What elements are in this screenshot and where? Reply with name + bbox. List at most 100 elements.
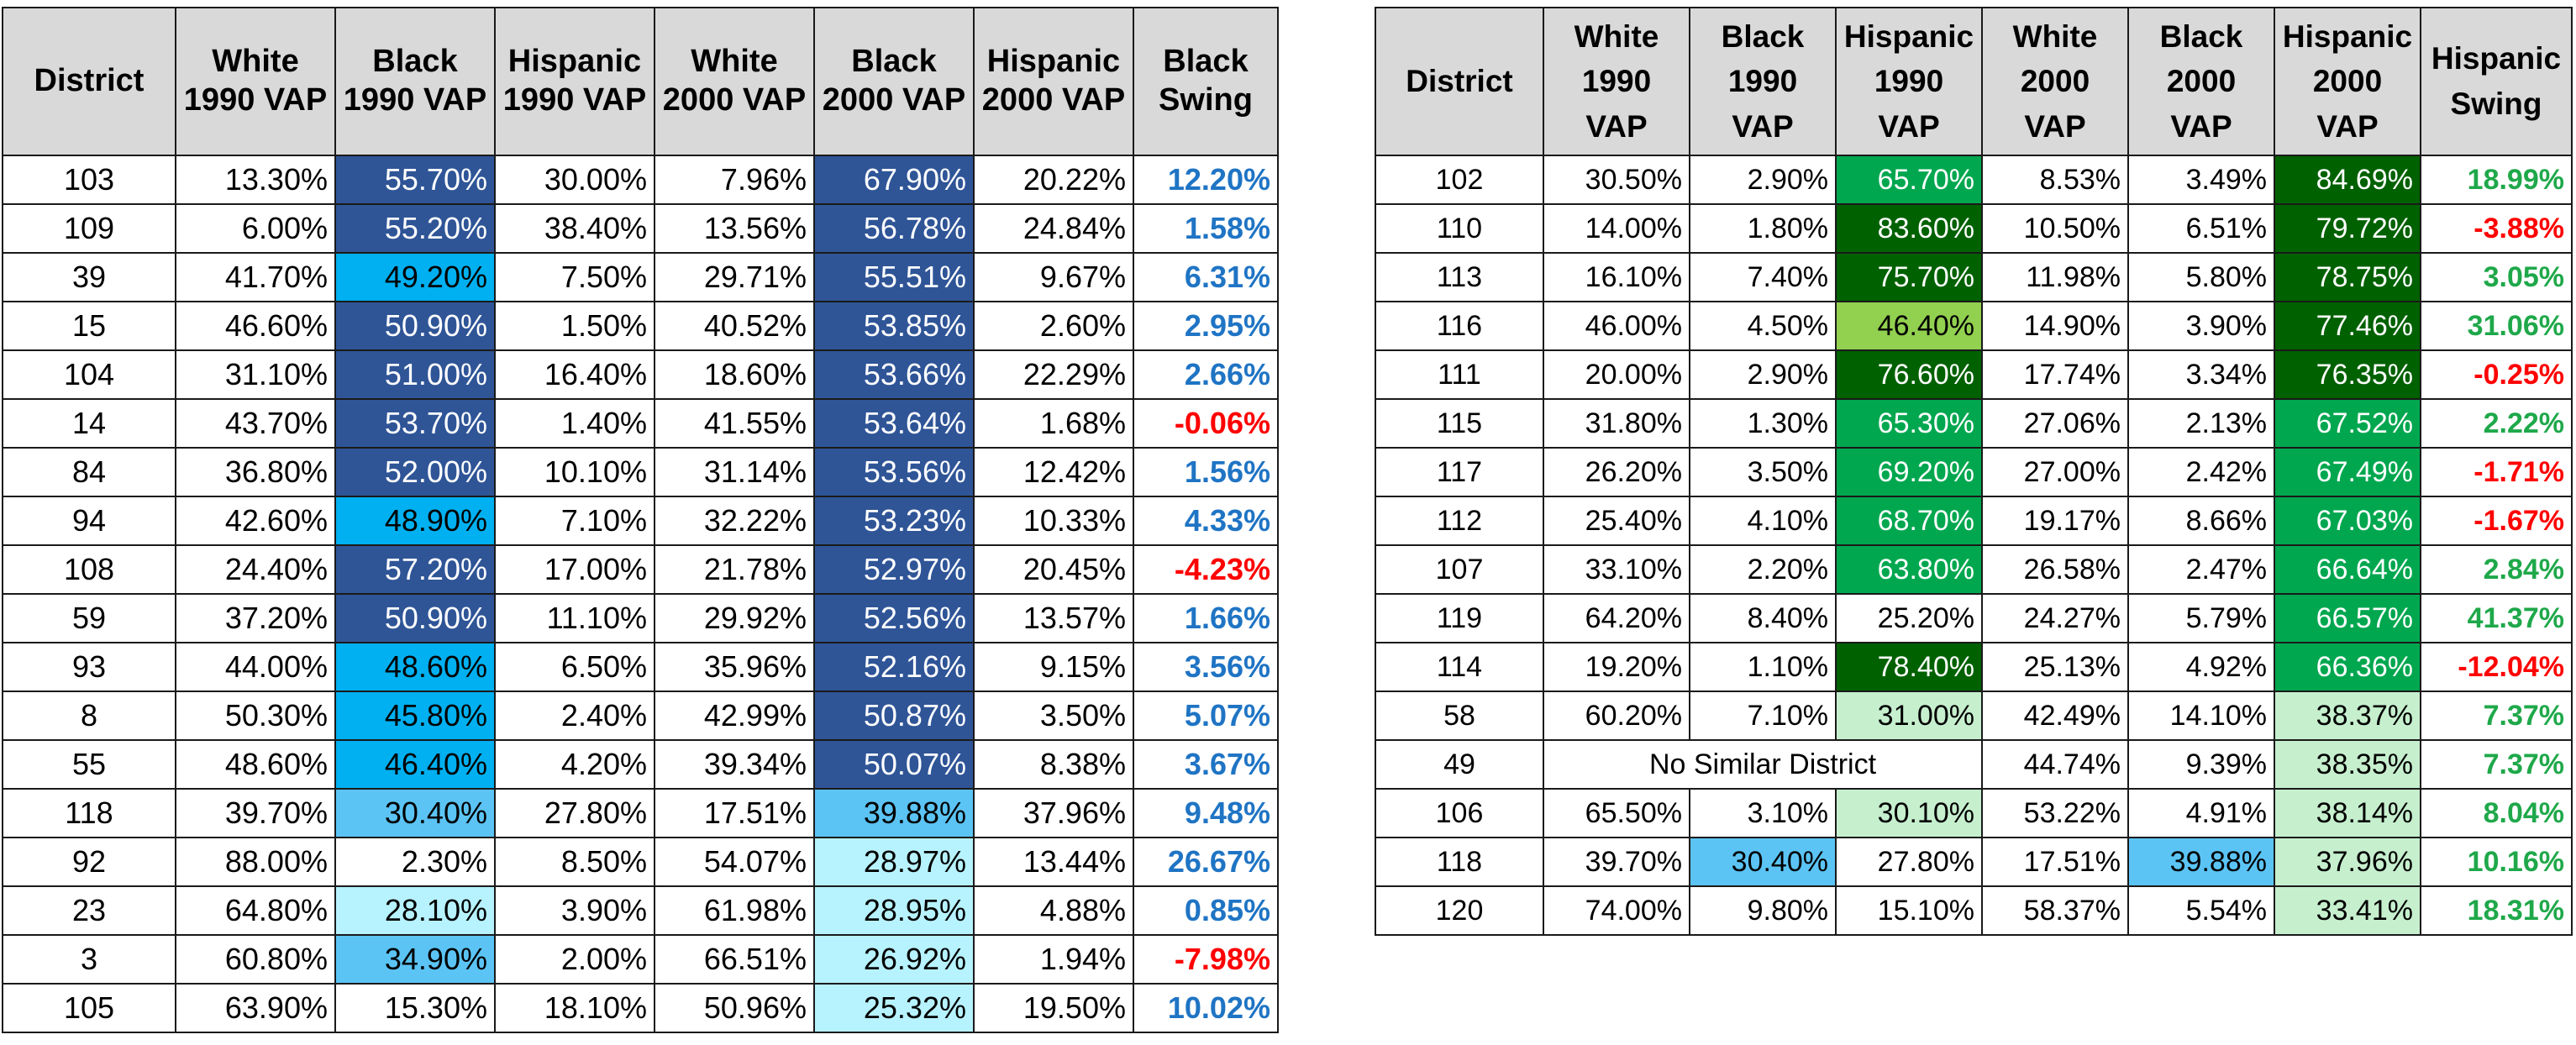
column-header-line: 1990 VAP — [502, 82, 647, 118]
column-header: Hispanic 1990 VAP — [494, 7, 655, 156]
white-1990-cell: 14.00% — [1543, 203, 1690, 254]
table-row: 110 14.00% 1.80% 83.60% 10.50% 6.51% 79.72% -3.… — [1375, 203, 2573, 254]
black-2000-cell: 2.47% — [2127, 544, 2275, 595]
table-row: 103 13.30% 55.70% 30.00% 7.96% 67.90% 20.22% 12… — [2, 155, 1279, 205]
white-1990-cell: 13.30% — [175, 155, 336, 205]
hispanic-swing-cell: 2.22% — [2420, 398, 2573, 449]
hispanic-2000-cell: 2.60% — [973, 301, 1134, 351]
hispanic-swing-cell: 18.31% — [2420, 885, 2573, 936]
black-1990-cell: 48.60% — [334, 642, 496, 692]
hispanic-1990-cell: 18.10% — [494, 983, 655, 1033]
district-cell: 55 — [2, 739, 176, 790]
hispanic-2000-cell: 4.88% — [973, 885, 1134, 936]
district-cell: 118 — [2, 788, 176, 838]
district-cell: 116 — [1375, 301, 1544, 351]
table-row: 118 39.70% 30.40% 27.80% 17.51% 39.88% 37.96% 1… — [1375, 837, 2573, 887]
table-row: 119 64.20% 8.40% 25.20% 24.27% 5.79% 66.57% 41.… — [1375, 593, 2573, 643]
column-header: Black Swing — [1133, 7, 1279, 156]
hispanic-1990-cell: 7.50% — [494, 252, 655, 302]
district-cell: 14 — [2, 398, 176, 449]
white-1990-cell: 88.00% — [175, 837, 336, 887]
black-2000-cell: 26.92% — [813, 934, 975, 985]
hispanic-2000-cell: 37.96% — [2274, 837, 2421, 887]
district-cell: 115 — [1375, 398, 1544, 449]
column-header-line: 2000 — [2166, 64, 2237, 99]
hispanic-1990-cell: 2.00% — [494, 934, 655, 985]
column-header: White 2000 VAP — [654, 7, 815, 156]
black-swing-cell: -0.06% — [1133, 398, 1279, 449]
white-2000-cell: 61.98% — [654, 885, 815, 936]
black-2000-cell: 28.97% — [813, 837, 975, 887]
hispanic-swing-cell: -12.04% — [2420, 642, 2573, 692]
district-cell: 119 — [1375, 593, 1544, 643]
district-cell: 58 — [1375, 691, 1544, 741]
district-cell: 93 — [2, 642, 176, 692]
column-header-line: 2000 — [2020, 64, 2090, 99]
black-swing-cell: 2.95% — [1133, 301, 1279, 351]
hispanic-1990-cell: 65.30% — [1835, 398, 1983, 449]
column-header-line: 1990 — [1874, 64, 1944, 99]
white-2000-cell: 21.78% — [654, 544, 815, 595]
column-header-line: VAP — [2170, 108, 2232, 144]
hispanic-2000-cell: 33.41% — [2274, 885, 2421, 936]
hispanic-2000-cell: 79.72% — [2274, 203, 2421, 254]
table-body: 102 30.50% 2.90% 65.70% 8.53% 3.49% 84.69% 18.9… — [1375, 155, 2573, 936]
hispanic-swing-cell: 2.84% — [2420, 544, 2573, 595]
black-1990-cell: 34.90% — [334, 934, 496, 985]
hispanic-1990-cell: 11.10% — [494, 593, 655, 643]
black-1990-cell: 2.30% — [334, 837, 496, 887]
district-cell: 39 — [2, 252, 176, 302]
hispanic-swing-cell: 3.05% — [2420, 252, 2573, 302]
black-swing-cell: 5.07% — [1133, 691, 1279, 741]
table-row: 14 43.70% 53.70% 1.40% 41.55% 53.64% 1.68% -0.0… — [2, 398, 1279, 449]
white-2000-cell: 13.56% — [654, 203, 815, 254]
white-1990-cell: 64.80% — [175, 885, 336, 936]
hispanic-2000-cell: 38.14% — [2274, 788, 2421, 838]
black-swing-cell: 6.31% — [1133, 252, 1279, 302]
white-2000-cell: 14.90% — [1981, 301, 2129, 351]
black-swing-cell: 10.02% — [1133, 983, 1279, 1033]
hispanic-1990-cell: 4.20% — [494, 739, 655, 790]
white-1990-cell: 30.50% — [1543, 155, 1690, 205]
white-2000-cell: 17.51% — [654, 788, 815, 838]
white-1990-cell: 74.00% — [1543, 885, 1690, 936]
table-row: 3 60.80% 34.90% 2.00% 66.51% 26.92% 1.94% -7.98… — [2, 934, 1279, 985]
white-2000-cell: 42.49% — [1981, 691, 2129, 741]
table-row: 115 31.80% 1.30% 65.30% 27.06% 2.13% 67.52% 2.2… — [1375, 398, 2573, 449]
district-cell: 92 — [2, 837, 176, 887]
column-header: White 2000 VAP — [1981, 7, 2129, 156]
table-row: 105 63.90% 15.30% 18.10% 50.96% 25.32% 19.50% 1… — [2, 983, 1279, 1033]
hispanic-swing-cell: 31.06% — [2420, 301, 2573, 351]
hispanic-2000-cell: 38.37% — [2274, 691, 2421, 741]
hispanic-1990-cell: 1.40% — [494, 398, 655, 449]
column-header: District — [2, 7, 176, 156]
black-districts-table: District White 1990 VAP Black 1990 VAP Hispan… — [2, 7, 1279, 1033]
white-1990-cell: 20.00% — [1543, 349, 1690, 400]
white-2000-cell: 26.58% — [1981, 544, 2129, 595]
district-cell: 109 — [2, 203, 176, 254]
white-1990-cell: 41.70% — [175, 252, 336, 302]
table-row: 102 30.50% 2.90% 65.70% 8.53% 3.49% 84.69% 18.9… — [1375, 155, 2573, 205]
hispanic-2000-cell: 12.42% — [973, 447, 1134, 497]
white-1990-cell: 16.10% — [1543, 252, 1690, 302]
black-1990-cell: 48.90% — [334, 496, 496, 546]
column-header-line: Black — [1163, 44, 1249, 80]
black-1990-cell: 51.00% — [334, 349, 496, 400]
white-1990-cell: 64.20% — [1543, 593, 1690, 643]
black-2000-cell: 52.97% — [813, 544, 975, 595]
column-header-line: 2000 — [2312, 64, 2383, 99]
black-1990-cell: 4.10% — [1689, 496, 1837, 546]
table-row: 39 41.70% 49.20% 7.50% 29.71% 55.51% 9.67% 6.31… — [2, 252, 1279, 302]
column-header: District — [1375, 7, 1544, 156]
white-2000-cell: 7.96% — [654, 155, 815, 205]
black-2000-cell: 52.56% — [813, 593, 975, 643]
hispanic-1990-cell: 63.80% — [1835, 544, 1983, 595]
hispanic-swing-cell: 7.37% — [2420, 691, 2573, 741]
no-similar-district-cell: No Similar District — [1543, 739, 1983, 790]
black-2000-cell: 5.54% — [2127, 885, 2275, 936]
district-cell: 120 — [1375, 885, 1544, 936]
white-2000-cell: 50.96% — [654, 983, 815, 1033]
black-1990-cell: 57.20% — [334, 544, 496, 595]
white-1990-cell: 46.60% — [175, 301, 336, 351]
hispanic-2000-cell: 3.50% — [973, 691, 1134, 741]
